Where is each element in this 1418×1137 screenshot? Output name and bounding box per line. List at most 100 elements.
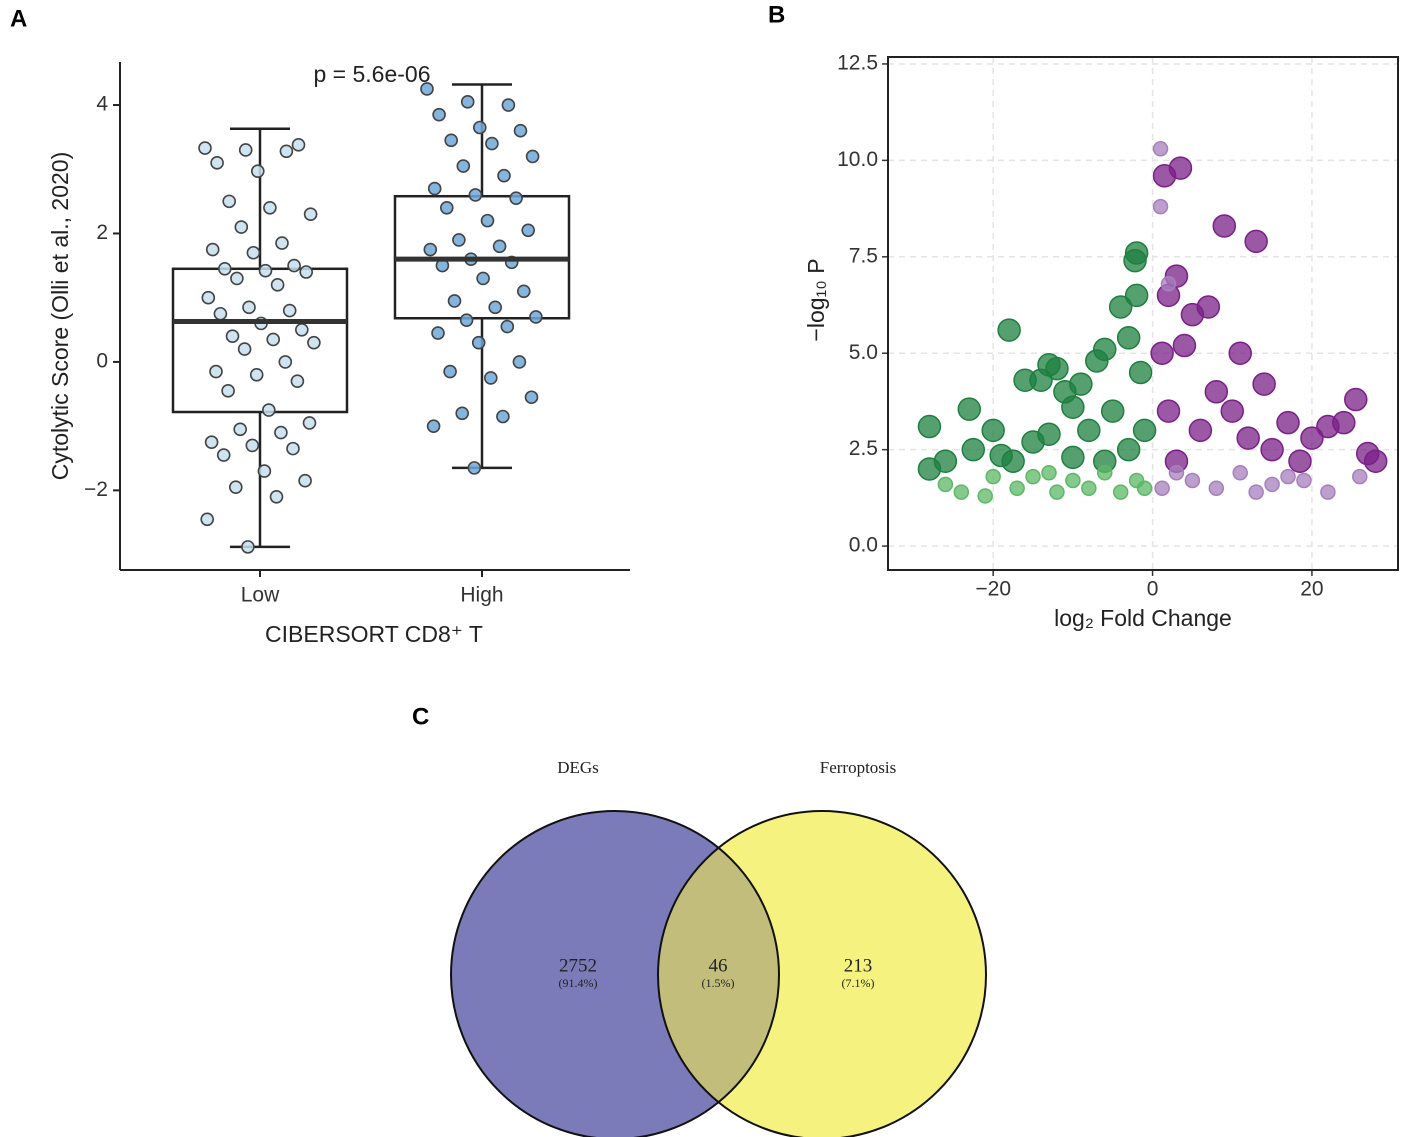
data-point	[198, 141, 212, 155]
data-point	[497, 168, 511, 183]
x-tick-label: 20	[1300, 578, 1323, 601]
data-point	[1123, 248, 1147, 273]
data-point	[1116, 326, 1141, 350]
data-point	[444, 133, 459, 148]
data-point	[286, 441, 300, 456]
data-point	[222, 194, 236, 209]
data-point	[456, 159, 471, 173]
data-point	[1332, 410, 1356, 435]
data-point	[221, 384, 235, 398]
data-point	[426, 419, 441, 433]
data-point	[229, 480, 243, 494]
set-outline	[657, 810, 987, 1137]
y-axis-label: −log₁₀ P	[803, 258, 829, 341]
data-point	[1081, 480, 1097, 496]
region-count: 46	[709, 955, 728, 976]
data-point	[274, 425, 288, 440]
data-point	[307, 335, 321, 350]
y-axis-label: Cytolytic Score (Olli et al., 2020)	[47, 152, 73, 481]
data-point	[977, 488, 993, 504]
data-point	[218, 261, 232, 276]
data-point	[1132, 418, 1157, 443]
data-point	[234, 220, 249, 234]
data-point	[1288, 449, 1312, 473]
y-tick-label: 0.0	[849, 534, 878, 557]
y-tick-label: 2.5	[849, 437, 878, 460]
data-point	[1069, 372, 1093, 396]
data-point	[1172, 333, 1197, 358]
data-point	[290, 374, 305, 388]
data-point	[472, 120, 487, 135]
data-point	[981, 418, 1005, 443]
data-point	[1168, 465, 1185, 481]
x-tick-label: Low	[241, 584, 280, 607]
data-point	[524, 390, 539, 405]
data-point	[459, 313, 474, 327]
data-point	[933, 449, 958, 473]
data-point	[282, 303, 297, 318]
set-outline	[450, 810, 780, 1137]
region-count: 2752	[559, 955, 597, 976]
data-point	[439, 200, 454, 215]
data-point	[303, 207, 318, 222]
data-point	[501, 98, 516, 112]
data-point	[213, 306, 228, 321]
data-point	[302, 416, 317, 430]
data-point	[455, 406, 470, 421]
data-point	[238, 143, 253, 157]
overlap	[658, 811, 779, 1137]
data-point	[1037, 422, 1061, 446]
data-point	[471, 335, 486, 350]
data-point	[242, 300, 256, 315]
data-point	[937, 476, 954, 493]
data-point	[245, 438, 260, 453]
panel-label: B	[768, 1, 785, 28]
data-point	[291, 138, 306, 152]
data-point	[1093, 337, 1117, 362]
y-tick-label: 12.5	[837, 51, 878, 74]
panel-label: C	[412, 703, 429, 730]
data-point	[1156, 399, 1181, 423]
data-point	[258, 263, 273, 278]
data-point	[1264, 476, 1280, 493]
data-point	[1041, 465, 1057, 481]
y-tick-label: 10.0	[837, 148, 878, 171]
data-point	[427, 181, 442, 196]
data-point	[210, 156, 224, 170]
data-point	[1344, 387, 1368, 412]
data-point	[266, 332, 281, 347]
data-point	[270, 278, 285, 292]
data-point	[1363, 449, 1388, 473]
data-point	[230, 271, 244, 286]
data-point	[1108, 295, 1133, 319]
data-point	[420, 82, 434, 96]
x-axis-label: log₂ Fold Change	[1054, 605, 1232, 631]
data-point	[279, 144, 294, 159]
data-point	[205, 242, 220, 257]
y-tick-label: −2	[84, 478, 108, 501]
data-point	[233, 422, 247, 437]
x-axis-label: CIBERSORT CD8⁺ T	[265, 621, 483, 647]
region-count: 213	[844, 955, 873, 976]
data-point	[953, 484, 970, 500]
data-point	[1150, 341, 1174, 365]
data-point	[200, 512, 214, 527]
data-point	[1025, 468, 1041, 485]
data-point	[509, 191, 523, 205]
data-point	[1112, 484, 1129, 500]
data-point	[1276, 410, 1300, 435]
data-point	[1352, 468, 1368, 485]
data-point	[1236, 426, 1260, 450]
data-point	[997, 318, 1021, 342]
data-point	[275, 236, 289, 250]
data-point	[241, 540, 255, 554]
data-point	[485, 136, 499, 151]
plot-frame	[887, 56, 1399, 571]
data-point	[1188, 418, 1213, 443]
data-point	[525, 149, 540, 164]
data-point	[513, 123, 528, 138]
data-point	[468, 188, 483, 202]
box	[171, 267, 349, 414]
data-point	[483, 371, 498, 385]
region-percent: (7.1%)	[842, 976, 875, 990]
